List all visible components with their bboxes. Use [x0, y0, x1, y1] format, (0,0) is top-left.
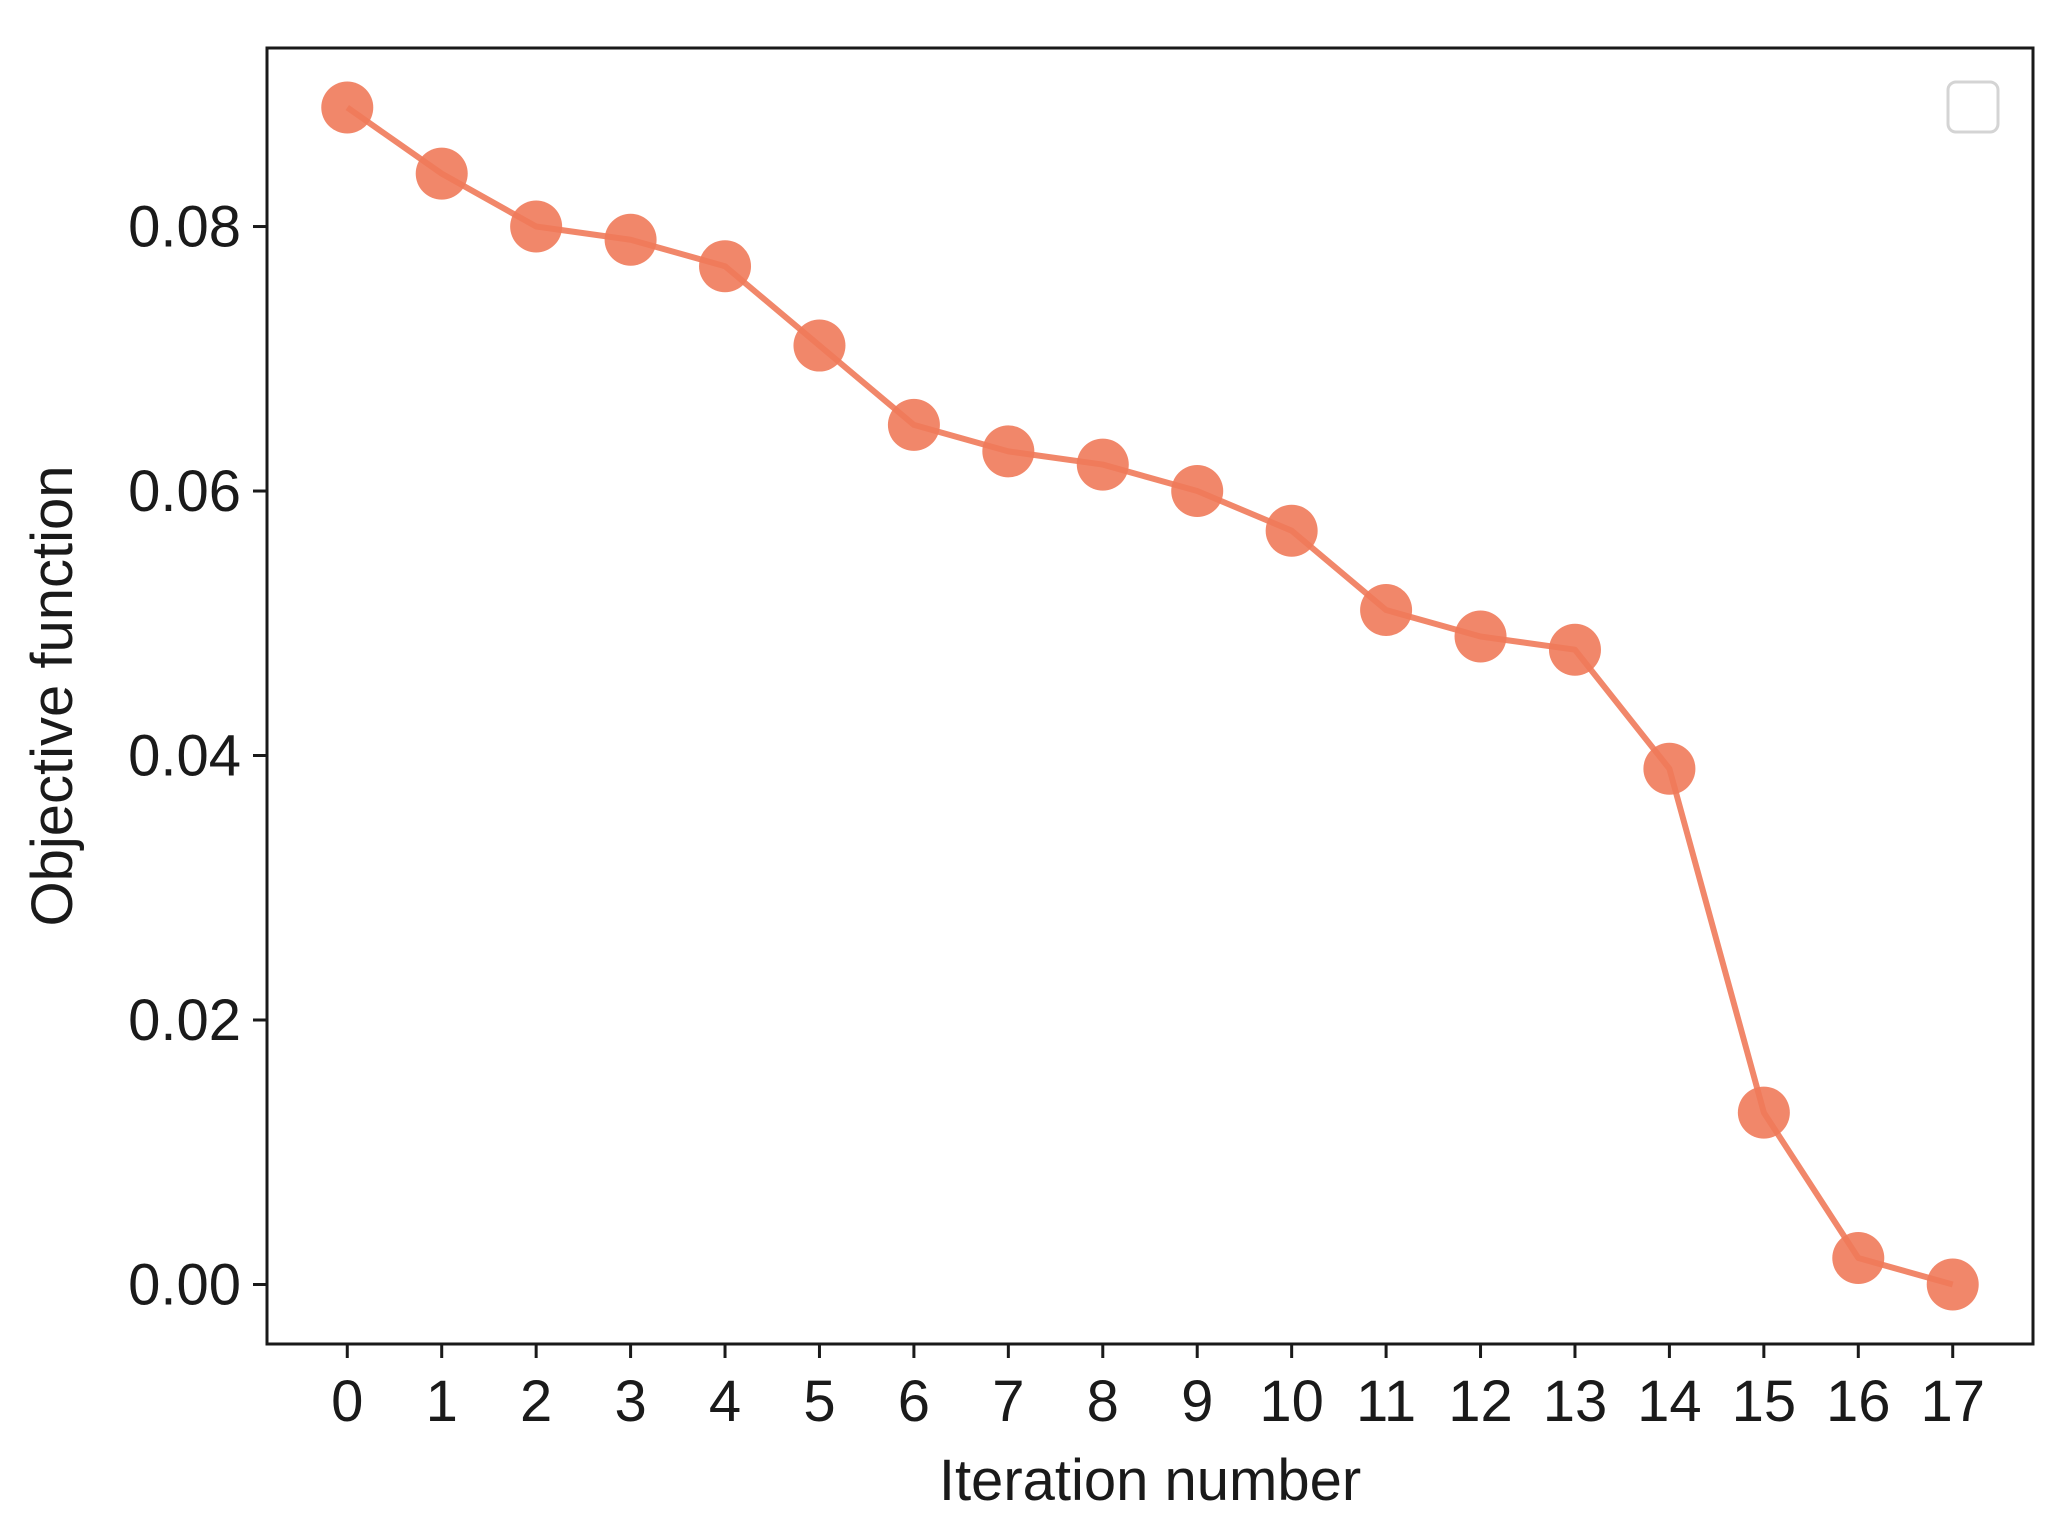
data-point: [982, 425, 1035, 478]
x-tick-label: 13: [1543, 1369, 1608, 1434]
x-tick-label: 0: [331, 1369, 363, 1434]
x-tick-label: 1: [426, 1369, 458, 1434]
y-tick-label: 0.06: [128, 459, 241, 524]
data-point: [1548, 623, 1601, 676]
legend-box: [1946, 80, 2000, 134]
x-tick-label: 14: [1637, 1369, 1702, 1434]
data-point: [415, 147, 468, 200]
x-tick-label: 15: [1732, 1369, 1797, 1434]
x-tick-label: 9: [1181, 1369, 1213, 1434]
plot-frame: [265, 46, 2035, 1346]
y-axis-label: Objective function: [20, 465, 85, 926]
data-point: [1171, 465, 1224, 518]
data-point: [1737, 1086, 1790, 1139]
y-tick-label: 0.08: [128, 195, 241, 260]
x-axis-ticks: 0 1 2 3 4 5 6 7 8 9 10 11 12 13 14 15 16 17: [331, 1344, 1985, 1434]
data-point: [604, 213, 657, 266]
data-point: [1454, 610, 1507, 663]
x-tick-label: 5: [803, 1369, 835, 1434]
data-point: [510, 200, 563, 253]
x-tick-label: 2: [520, 1369, 552, 1434]
data-point: [1926, 1258, 1979, 1311]
y-tick-label: 0.04: [128, 724, 241, 789]
data-point: [793, 319, 846, 372]
x-tick-label: 10: [1259, 1369, 1324, 1434]
x-axis-label: Iteration number: [939, 1448, 1361, 1513]
data-point: [699, 240, 752, 293]
data-point: [1076, 438, 1129, 491]
data-point: [321, 81, 374, 134]
x-tick-label: 4: [709, 1369, 741, 1434]
x-tick-label: 8: [1087, 1369, 1119, 1434]
y-tick-label: 0.00: [128, 1252, 241, 1317]
x-tick-label: 11: [1356, 1369, 1416, 1434]
x-tick-label: 12: [1448, 1369, 1513, 1434]
x-tick-label: 17: [1920, 1369, 1985, 1434]
y-axis-ticks: 0.00 0.02 0.04 0.06 0.08: [128, 195, 267, 1317]
x-tick-label: 6: [898, 1369, 930, 1434]
data-point: [1832, 1232, 1885, 1285]
data-point: [1643, 742, 1696, 795]
x-tick-label: 7: [992, 1369, 1024, 1434]
x-tick-label: 16: [1826, 1369, 1891, 1434]
x-tick-label: 3: [614, 1369, 646, 1434]
data-point: [1360, 584, 1413, 637]
y-tick-label: 0.02: [128, 988, 241, 1053]
data-point: [1265, 504, 1318, 557]
series-layer: [321, 81, 1979, 1311]
data-point: [887, 398, 940, 451]
